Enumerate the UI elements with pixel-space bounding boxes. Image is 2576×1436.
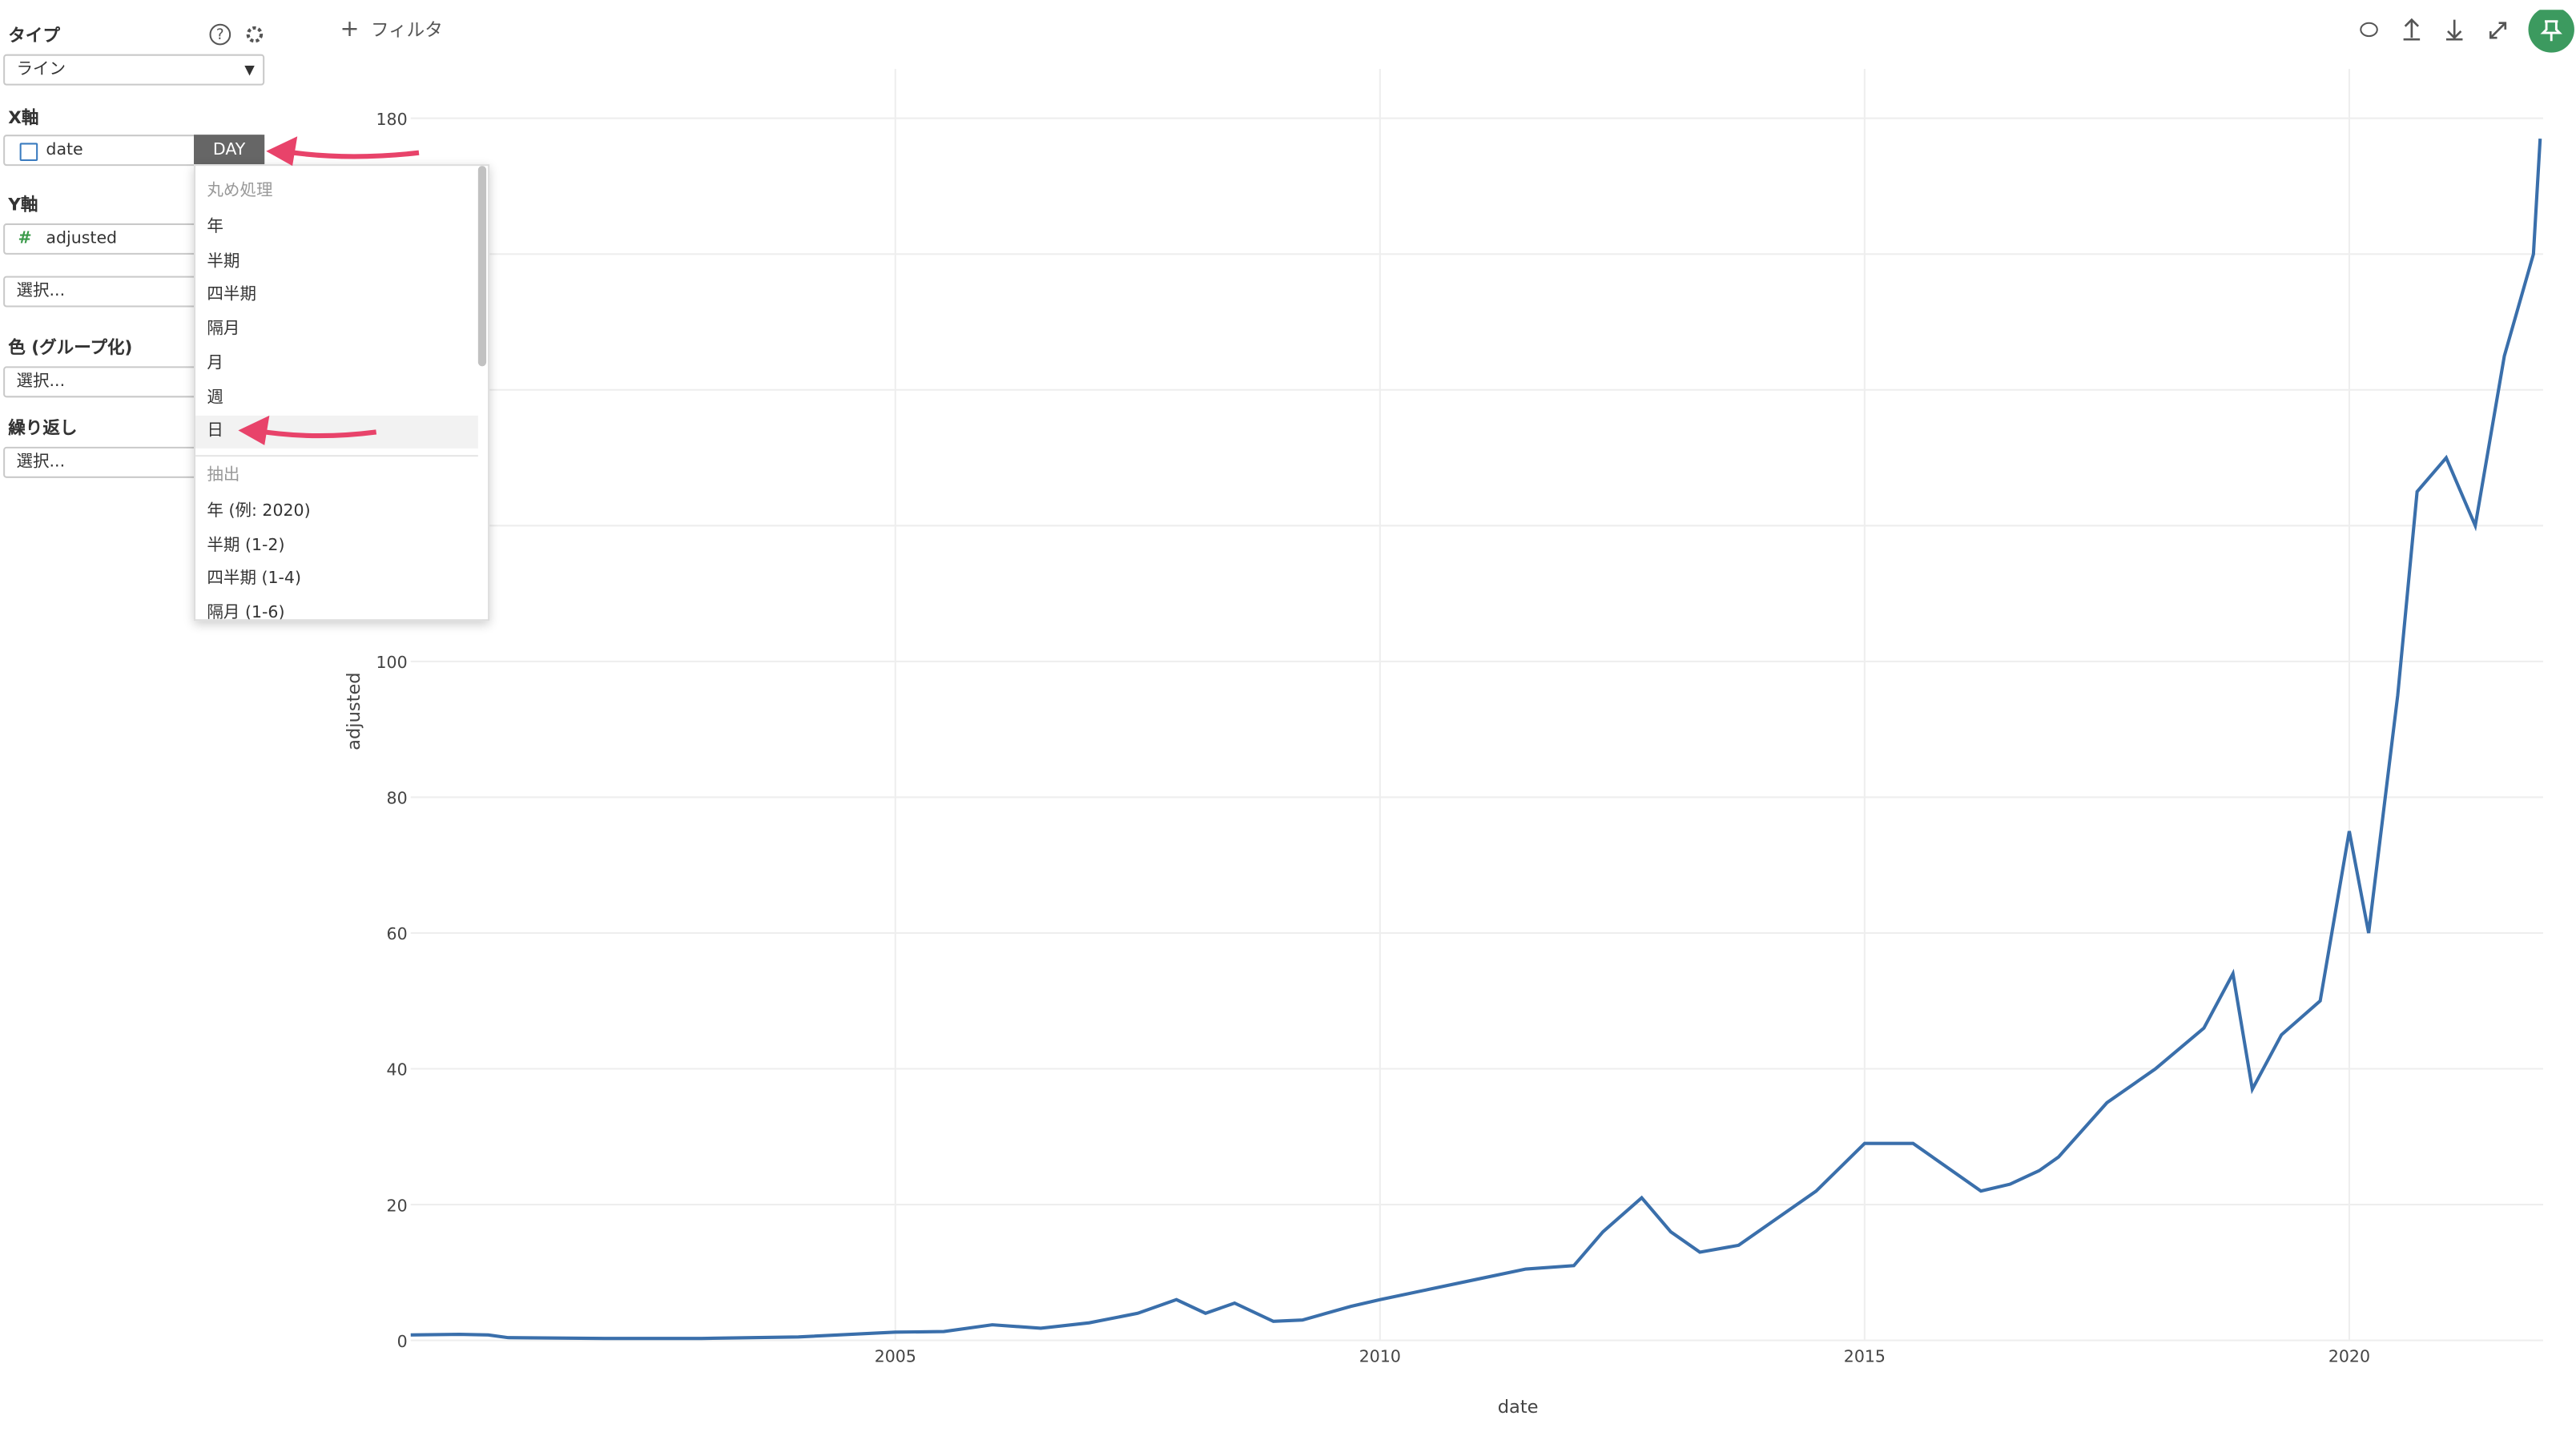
dropdown: 丸め処理年半期四半期隔月月週日抽出年 (例: 2020) 半期 (1-2) 四半期 …: [194, 164, 490, 621]
label: 繰り返し: [8, 419, 78, 439]
svg-text:?: ?: [216, 26, 224, 43]
option[interactable]: 月: [207, 354, 223, 373]
option[interactable]: 年 (例: 2020): [207, 502, 311, 521]
select-value: ライン: [16, 60, 66, 79]
label: 色 (グループ化): [8, 338, 133, 359]
divider: [195, 454, 478, 457]
group-header: 丸め処理: [207, 182, 273, 201]
unit-button[interactable]: DAY: [194, 135, 265, 167]
option[interactable]: 四半期: [207, 286, 256, 305]
field-name: adjusted: [46, 230, 118, 248]
label: Y軸: [8, 195, 38, 215]
y-tick-label: 20: [387, 1196, 408, 1215]
filter-button[interactable]: + フィルタ: [340, 16, 443, 43]
toolbar-icons[interactable]: [2349, 10, 2576, 55]
filter-label: フィルタ: [370, 19, 443, 42]
option[interactable]: 半期 (1-2): [207, 536, 285, 555]
y-tick-label: 100: [376, 653, 408, 672]
y-tick-label: 80: [387, 789, 408, 808]
y-axis-title: adjusted: [344, 672, 364, 750]
option[interactable]: 週: [207, 388, 223, 407]
y-tick-label: 0: [397, 1332, 408, 1351]
y-tick-label: 180: [376, 110, 408, 129]
type-select[interactable]: ライン ▼: [3, 54, 265, 86]
option[interactable]: 日: [195, 416, 478, 449]
x-tick-label: 2020: [2328, 1346, 2370, 1366]
y-tick-label: 60: [387, 924, 408, 943]
option[interactable]: 隔月: [207, 320, 240, 339]
scrollbar: [477, 166, 487, 367]
y-tick-label: 40: [387, 1060, 408, 1080]
x-tick-label: 2015: [1844, 1346, 1886, 1366]
label: タイプ: [8, 26, 60, 46]
option[interactable]: 半期: [207, 252, 240, 271]
option[interactable]: 四半期 (1-4): [207, 570, 302, 589]
icons[interactable]: ?: [208, 22, 274, 48]
x-tick-label: 2010: [1359, 1346, 1401, 1366]
label: X軸: [8, 108, 39, 128]
x-tick-label: 2005: [875, 1346, 916, 1366]
group-header: 抽出: [207, 466, 240, 485]
option[interactable]: 年: [207, 218, 223, 237]
option[interactable]: 隔月 (1-6): [207, 604, 285, 621]
line: [410, 138, 2542, 1341]
x-axis-title: date: [1498, 1397, 1539, 1418]
field-name: date: [46, 141, 83, 159]
